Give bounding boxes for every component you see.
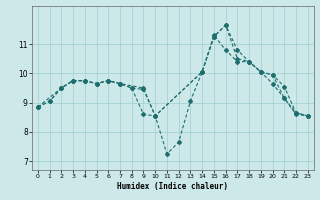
X-axis label: Humidex (Indice chaleur): Humidex (Indice chaleur) bbox=[117, 182, 228, 191]
